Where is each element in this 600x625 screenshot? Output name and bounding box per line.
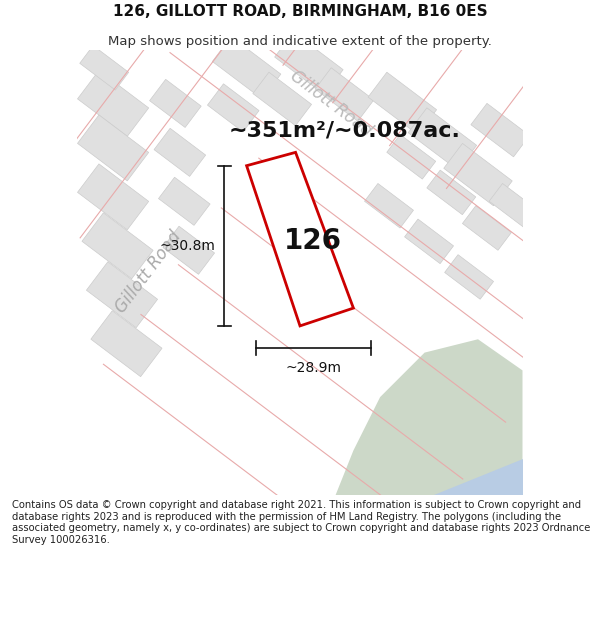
Text: 126: 126 <box>284 228 343 256</box>
Polygon shape <box>158 177 210 226</box>
Polygon shape <box>77 164 149 230</box>
Polygon shape <box>433 459 523 495</box>
Text: Gillott Road: Gillott Road <box>287 67 376 140</box>
Polygon shape <box>247 152 353 326</box>
Text: 126, GILLOTT ROAD, BIRMINGHAM, B16 0ES: 126, GILLOTT ROAD, BIRMINGHAM, B16 0ES <box>113 4 487 19</box>
Text: ~28.9m: ~28.9m <box>286 361 341 376</box>
Polygon shape <box>149 79 201 128</box>
Polygon shape <box>212 37 281 99</box>
Polygon shape <box>315 68 374 121</box>
Polygon shape <box>471 103 530 157</box>
Polygon shape <box>427 170 476 214</box>
Polygon shape <box>275 32 343 94</box>
Polygon shape <box>365 184 413 228</box>
Polygon shape <box>489 184 538 228</box>
Polygon shape <box>208 84 259 132</box>
Text: ~351m²/~0.087ac.: ~351m²/~0.087ac. <box>229 120 460 140</box>
Polygon shape <box>80 46 128 90</box>
Text: ~30.8m: ~30.8m <box>160 239 215 252</box>
Polygon shape <box>154 128 206 176</box>
Polygon shape <box>404 219 454 264</box>
Text: Map shows position and indicative extent of the property.: Map shows position and indicative extent… <box>108 34 492 48</box>
Polygon shape <box>445 254 494 299</box>
Polygon shape <box>77 71 149 136</box>
Polygon shape <box>444 143 512 206</box>
Text: Gillott Road: Gillott Road <box>112 228 185 317</box>
Polygon shape <box>335 339 523 495</box>
Text: Contains OS data © Crown copyright and database right 2021. This information is : Contains OS data © Crown copyright and d… <box>12 500 590 545</box>
Polygon shape <box>387 134 436 179</box>
Polygon shape <box>86 262 158 328</box>
Polygon shape <box>77 115 149 181</box>
Polygon shape <box>368 72 437 134</box>
Polygon shape <box>408 108 476 170</box>
Polygon shape <box>163 226 215 274</box>
Polygon shape <box>253 72 311 126</box>
Polygon shape <box>91 311 162 377</box>
Polygon shape <box>82 213 153 279</box>
Polygon shape <box>463 206 511 250</box>
